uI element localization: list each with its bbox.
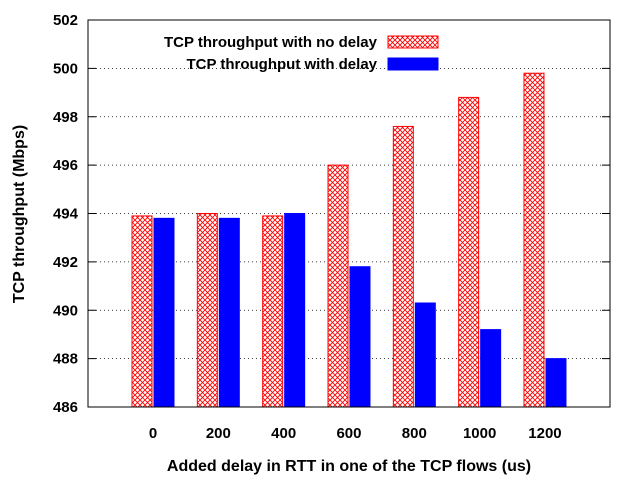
y-tick-label: 502	[53, 12, 78, 29]
bar-with-delay-200	[218, 217, 240, 408]
grid-lines	[88, 67, 610, 360]
bar-no-delay-400	[262, 215, 284, 408]
y-tick-label: 498	[53, 109, 78, 126]
x-axis: 0 200 400 600 800 1000 1200	[149, 425, 562, 442]
bar-no-delay-1000	[458, 96, 480, 408]
bars	[131, 72, 567, 408]
x-tick-label: 200	[206, 425, 231, 442]
bar-with-delay-0	[153, 217, 175, 408]
y-tick-label: 492	[53, 254, 78, 271]
y-tick-label: 486	[53, 399, 78, 416]
y-tick-label: 496	[53, 157, 78, 174]
y-tick-label: 494	[53, 206, 79, 223]
x-tick-label: 0	[149, 425, 157, 442]
y-tick-label: 490	[53, 302, 78, 319]
legend: TCP throughput with no delay TCP throughp…	[164, 34, 439, 73]
x-tick-label: 600	[336, 425, 361, 442]
bar-no-delay-0	[131, 215, 153, 408]
x-tick-label: 1000	[463, 425, 496, 442]
bar-with-delay-600	[349, 266, 371, 408]
y-axis: 486 488 490 492 494 496 498 500 502	[53, 12, 610, 416]
x-tick-label: 400	[271, 425, 296, 442]
x-tick-label: 1200	[528, 425, 561, 442]
legend-label: TCP throughput with delay	[186, 56, 377, 73]
bar-no-delay-200	[196, 213, 218, 408]
bar-with-delay-800	[414, 302, 436, 408]
legend-swatch	[387, 57, 439, 71]
bar-no-delay-800	[392, 125, 414, 408]
x-axis-title: Added delay in RTT in one of the TCP flo…	[167, 458, 531, 475]
x-tick-label: 800	[402, 425, 427, 442]
y-tick-label: 488	[53, 351, 78, 368]
bar-with-delay-400	[284, 213, 306, 408]
bar-with-delay-1200	[545, 358, 567, 408]
y-tick-label: 500	[53, 60, 78, 77]
bar-no-delay-600	[327, 164, 349, 408]
bar-with-delay-1000	[480, 329, 502, 408]
legend-label: TCP throughput with no delay	[164, 34, 378, 51]
legend-swatch	[387, 35, 439, 49]
bar-no-delay-1200	[523, 72, 545, 408]
y-axis-title: TCP throughput (Mbps)	[11, 125, 28, 303]
